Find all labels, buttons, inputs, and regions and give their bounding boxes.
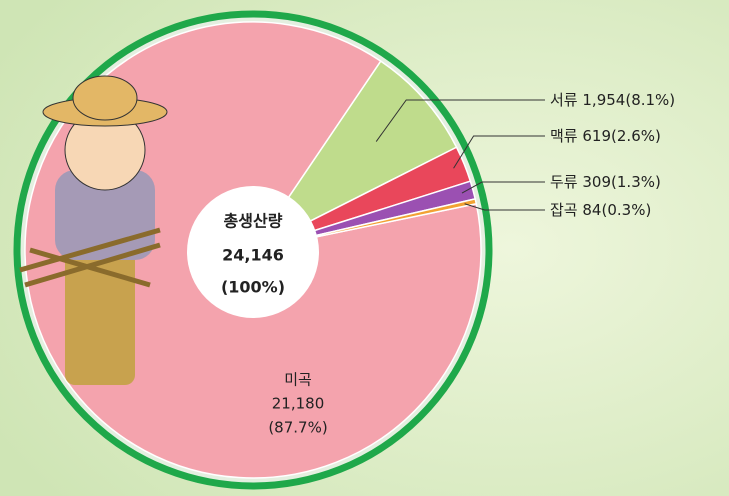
slice-label: 잡곡 84(0.3%) [550, 201, 651, 219]
category-name: 잡곡 [550, 201, 578, 219]
farmer-hat [72, 75, 138, 121]
percent-label: (0.3%) [601, 201, 651, 219]
percent-label: (2.6%) [611, 127, 661, 145]
percent-label: (8.1%) [625, 91, 675, 109]
leader-line [461, 181, 545, 194]
slice-label: 서류 1,954(8.1%) [550, 91, 675, 109]
leader-line [453, 135, 545, 169]
farmer-illustration [19, 75, 168, 385]
center-percent: (100%) [221, 278, 285, 297]
category-name: 서류 [550, 91, 578, 109]
leader-line [375, 99, 545, 142]
value-label: 84 [582, 201, 601, 219]
value-label: 21,180 [272, 395, 325, 413]
center-value: 24,146 [222, 246, 284, 265]
center-title: 총생산량 [224, 212, 283, 231]
category-name: 두류 [550, 173, 578, 191]
percent-label: (87.7%) [268, 419, 327, 437]
slice-label: 두류 309(1.3%) [550, 173, 661, 191]
category-name: 맥류 [550, 127, 578, 145]
center-circle [187, 186, 319, 318]
percent-label: (1.3%) [611, 173, 661, 191]
value-label: 619 [582, 127, 611, 145]
value-label: 1,954 [582, 91, 625, 109]
value-label: 309 [582, 173, 611, 191]
slice-label: 미곡 [284, 371, 312, 389]
leader-line [464, 203, 545, 211]
slice-label: 맥류 619(2.6%) [550, 127, 661, 145]
rice-bundle [19, 227, 161, 288]
pie-slice [250, 60, 458, 252]
